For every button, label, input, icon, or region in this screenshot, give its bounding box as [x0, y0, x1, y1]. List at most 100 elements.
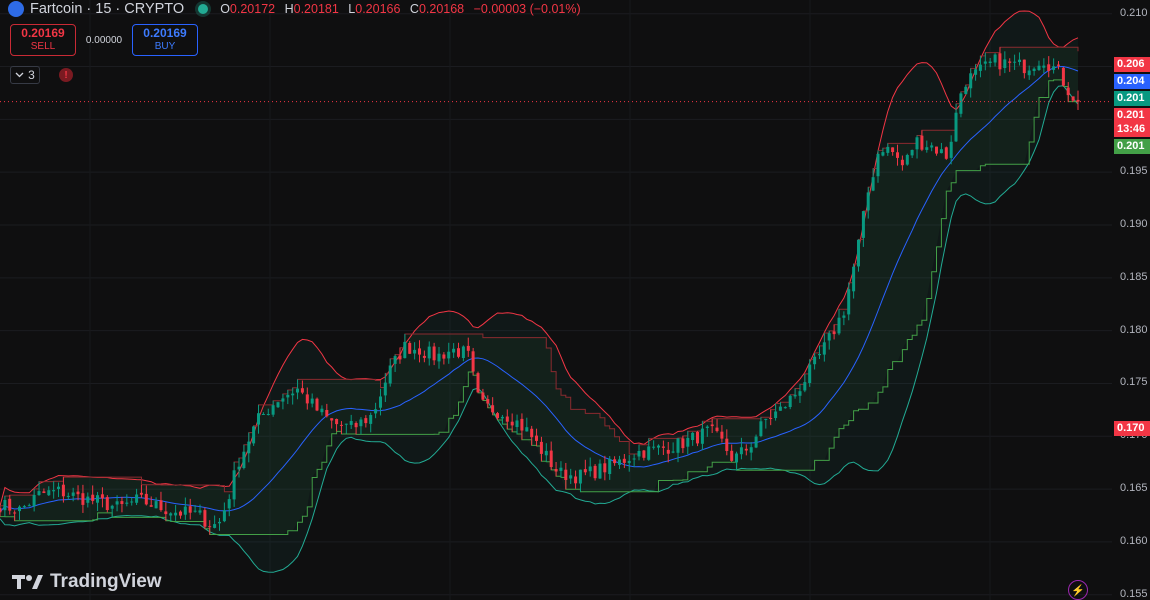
candle-body	[637, 451, 641, 457]
candle	[47, 486, 51, 497]
candle-body	[466, 345, 470, 351]
candle-body	[598, 463, 602, 479]
sell-button[interactable]: 0.20169 SELL	[10, 24, 76, 56]
candle-body	[296, 388, 299, 393]
candle	[437, 346, 441, 369]
candle	[920, 130, 924, 152]
candle	[310, 393, 314, 408]
candle-body	[359, 419, 363, 427]
candle	[105, 495, 109, 513]
candle-body	[408, 343, 412, 354]
candle-body	[257, 413, 260, 425]
candle	[857, 239, 860, 272]
candle	[525, 417, 529, 432]
candle	[291, 387, 295, 405]
candle-body	[179, 511, 182, 516]
candle	[364, 415, 368, 428]
y-tick-label: 0.160	[1120, 534, 1148, 547]
ohlc-readout: O0.20172 H0.20181 L0.20166 C0.20168 −0.0…	[220, 2, 586, 16]
candle	[554, 462, 558, 477]
candle-body	[710, 424, 714, 427]
candle	[608, 456, 612, 480]
candle-body	[27, 505, 31, 507]
candle	[164, 502, 168, 521]
candle	[422, 350, 426, 363]
candle-body	[18, 506, 21, 512]
candle	[1013, 54, 1017, 70]
candle	[447, 342, 451, 364]
indicators-collapse-button[interactable]: 3	[10, 66, 40, 84]
candle	[710, 418, 714, 433]
candle	[978, 55, 982, 78]
candle	[481, 388, 485, 401]
candle-body	[896, 152, 899, 158]
candle	[486, 395, 490, 408]
candle	[998, 47, 1002, 76]
candle	[1047, 56, 1051, 78]
candle	[969, 68, 973, 98]
candle-body	[998, 53, 1002, 70]
candle-body	[22, 506, 26, 508]
basis-line	[0, 65, 1079, 513]
y-tick-label: 0.180	[1120, 323, 1148, 336]
candle-body	[847, 289, 851, 315]
candle	[691, 431, 695, 446]
low-key: L	[348, 2, 356, 16]
candle	[22, 504, 26, 509]
symbol-label[interactable]: Fartcoin · 15 · CRYPTO	[30, 1, 185, 17]
candle	[1003, 51, 1007, 74]
warning-icon[interactable]: !	[59, 68, 73, 82]
candle-body	[1032, 68, 1036, 71]
candle-body	[939, 149, 943, 154]
brand-name: TradingView	[50, 571, 162, 592]
candle	[705, 425, 709, 437]
candle	[247, 432, 251, 463]
candle	[983, 52, 987, 71]
candle	[739, 437, 743, 460]
candle-body	[422, 355, 426, 358]
tradingview-branding[interactable]: TradingView	[12, 571, 162, 593]
candles	[0, 47, 1080, 535]
y-tick-label: 0.175	[1120, 376, 1148, 389]
candle	[847, 282, 851, 321]
candle-body	[222, 510, 226, 522]
candle	[281, 393, 285, 410]
candle-body	[427, 346, 431, 359]
candle	[627, 455, 631, 472]
price-tag: 13:46	[1114, 122, 1150, 137]
candle-body	[305, 394, 309, 404]
candle-body	[720, 431, 724, 439]
candle	[803, 373, 807, 393]
candle	[930, 142, 934, 152]
candle	[42, 488, 46, 494]
buy-button[interactable]: 0.20169 BUY	[132, 24, 198, 56]
candle	[759, 417, 763, 438]
candle	[100, 487, 104, 508]
candle-body	[91, 494, 95, 501]
candle-body	[413, 349, 417, 354]
lightning-icon[interactable]: ⚡	[1068, 580, 1088, 600]
candle	[832, 324, 836, 340]
candle-body	[476, 373, 480, 393]
candle	[696, 431, 699, 447]
candle-body	[583, 469, 587, 473]
candle-body	[857, 239, 860, 267]
candle	[198, 504, 202, 515]
candle-body	[769, 418, 773, 419]
candle-body	[188, 506, 192, 513]
y-tick-label: 0.185	[1120, 270, 1148, 283]
candle-body	[266, 414, 270, 415]
candle-body	[276, 402, 280, 408]
candle	[988, 57, 992, 68]
candle-body	[661, 446, 665, 448]
candle-body	[3, 500, 7, 511]
candle-body	[1037, 65, 1041, 70]
candle-body	[110, 505, 114, 509]
candle-body	[905, 155, 909, 165]
candle	[125, 494, 129, 507]
candle-body	[339, 424, 343, 426]
candle-body	[764, 418, 768, 420]
candle-body	[978, 64, 982, 71]
candle	[193, 505, 197, 513]
